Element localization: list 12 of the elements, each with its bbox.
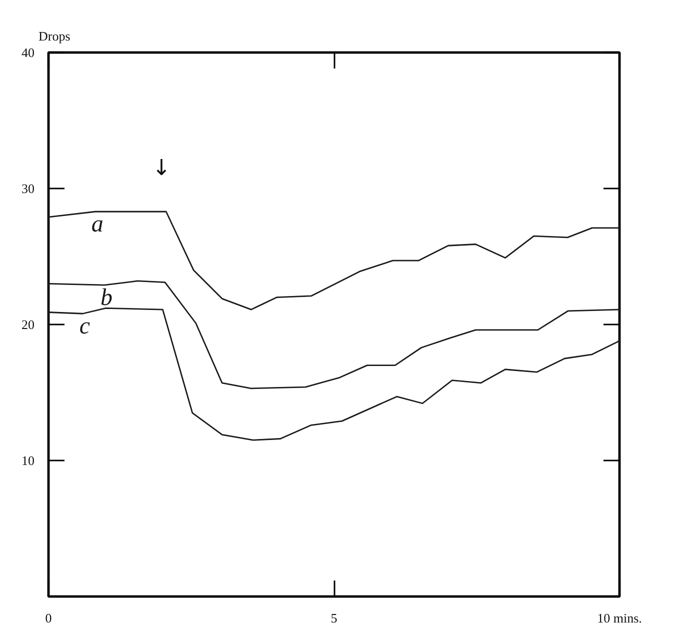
series-label: c	[79, 314, 90, 340]
x-tick-label: 10 mins.	[597, 610, 642, 626]
x-tick-label: 0	[45, 610, 52, 626]
series-label: a	[91, 212, 104, 238]
series-label: b	[100, 285, 112, 312]
annotation: ↓	[152, 156, 171, 181]
y-tick-label: 30	[22, 181, 34, 196]
y-axis-title: Drops	[38, 28, 70, 44]
y-tick-label: 20	[22, 317, 34, 332]
y-tick-label: 40	[22, 45, 34, 60]
y-tick-label: 10	[22, 453, 34, 468]
x-tick-label: 5	[330, 610, 338, 626]
